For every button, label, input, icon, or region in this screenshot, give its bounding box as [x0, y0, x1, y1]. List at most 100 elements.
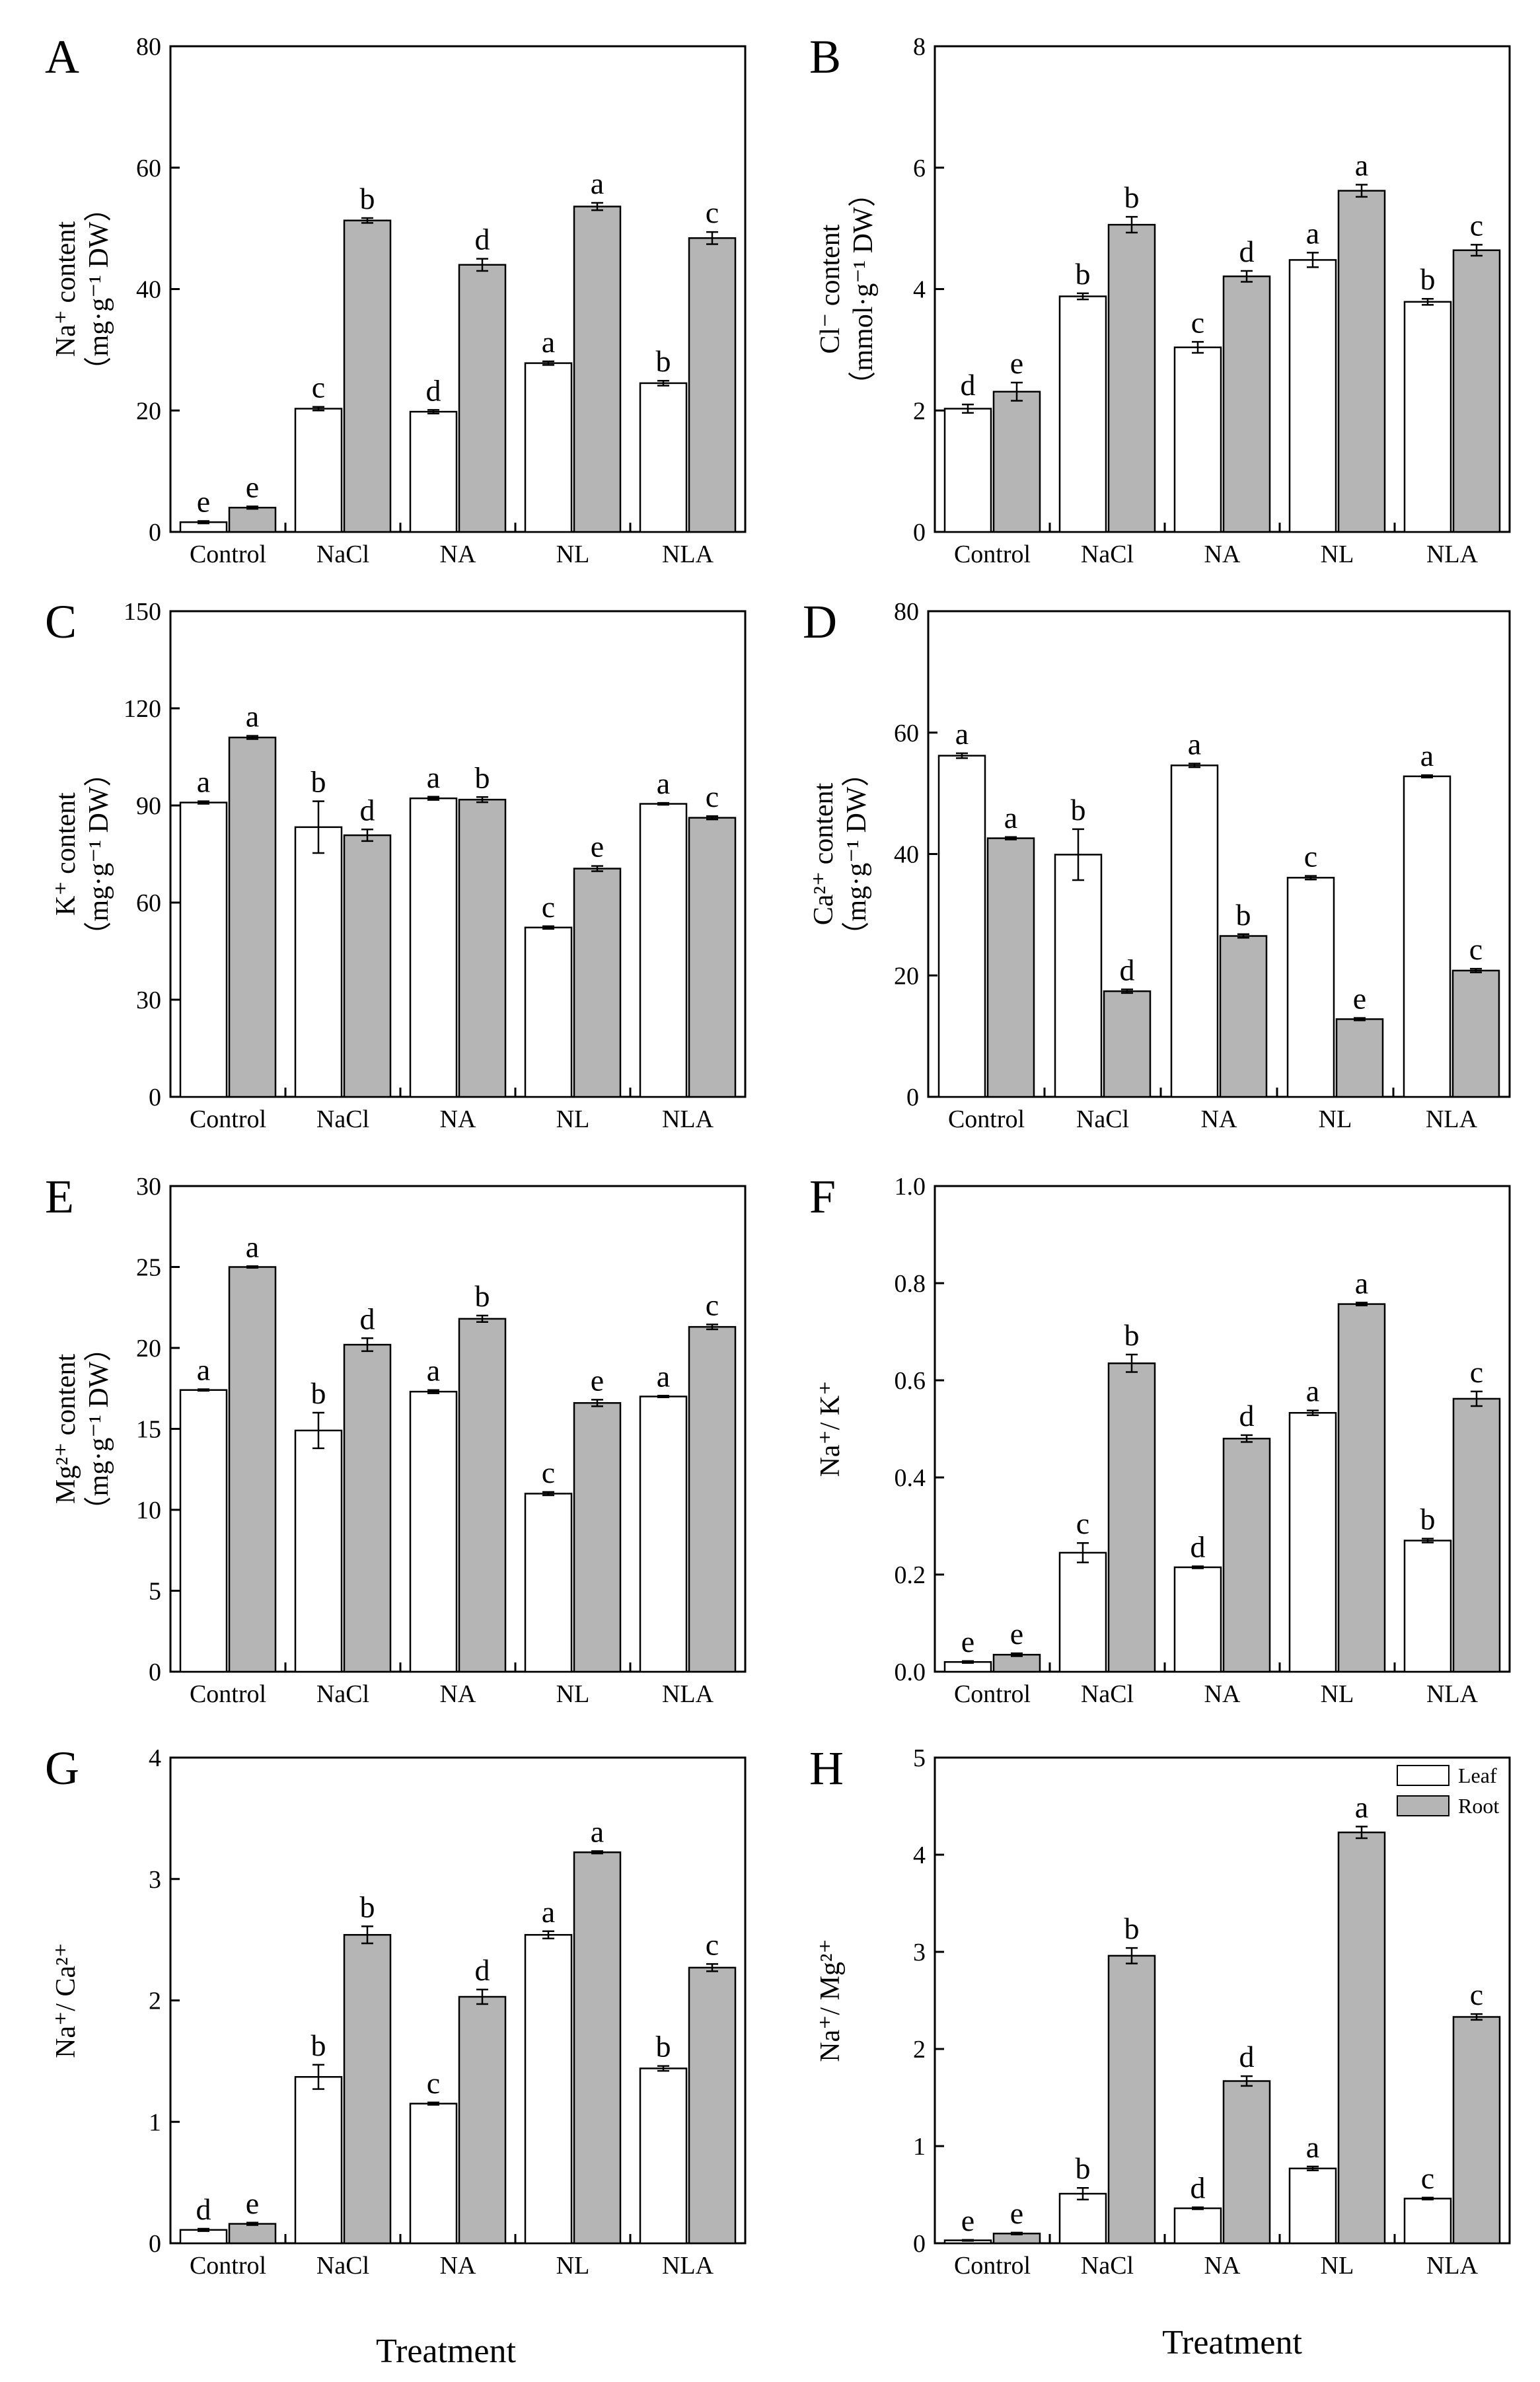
significance-letter: e [961, 2204, 974, 2237]
x-tick-label: NLA [1426, 1680, 1479, 1708]
significance-letter: a [1188, 727, 1201, 761]
y-tick-label: 0.8 [895, 1270, 926, 1298]
x-tick-label: NLA [662, 2252, 714, 2280]
x-tick-label: NL [1321, 2252, 1354, 2280]
significance-letter: a [542, 325, 555, 359]
leaf-bar [639, 803, 688, 1098]
leaf-bar [409, 1390, 458, 1673]
y-tick-label: 4 [913, 1842, 926, 1869]
y-tick-label: 60 [136, 155, 161, 182]
x-tick-label: NA [440, 1680, 476, 1708]
y-axis-label: Na⁺ content [51, 221, 81, 357]
leaf-bar [639, 1396, 688, 1673]
x-tick-label: NA [1204, 2252, 1241, 2280]
root-bar [228, 2223, 277, 2245]
leaf-bar [524, 926, 573, 1098]
panel-label: A [45, 30, 79, 83]
x-tick-label: NaCl [316, 1680, 369, 1708]
y-tick-label: 20 [136, 397, 161, 425]
significance-letter: a [427, 761, 440, 794]
x-tick-label: Control [190, 1680, 266, 1708]
significance-letter: b [1420, 1503, 1436, 1536]
significance-letter: d [1239, 1399, 1255, 1433]
significance-letter: c [312, 371, 325, 404]
y-axis-label: Mg²⁺ content [51, 1354, 81, 1505]
y-tick-label: 6 [913, 155, 926, 182]
y-tick-label: 60 [894, 720, 919, 747]
significance-letter: c [706, 196, 719, 229]
y-tick-label: 40 [894, 841, 919, 869]
root-bar [1452, 2016, 1501, 2245]
significance-letter: b [1071, 793, 1086, 827]
significance-letter: e [197, 484, 210, 518]
x-tick-label: NLA [1426, 540, 1479, 568]
leaf-bar [294, 826, 343, 1098]
y-tick-label: 80 [136, 33, 161, 61]
root-bar [228, 736, 277, 1098]
root-bar [1107, 1954, 1156, 2245]
chart-e: 0 5 10 15 20 25 30 Control a a NaCl b d NA a b NL c e NLA a c… [45, 1170, 747, 1708]
root-bar [1103, 990, 1152, 1098]
y-tick-label: 25 [136, 1254, 161, 1282]
significance-letter: d [1120, 953, 1135, 986]
root-bar [1107, 223, 1156, 533]
y-axis-label: K⁺ content [51, 792, 81, 916]
root-bar [343, 219, 392, 533]
plot-frame [169, 610, 747, 1098]
y-tick-label: 1 [149, 2108, 161, 2136]
y-tick-label: 8 [913, 33, 926, 61]
root-bar [688, 1966, 737, 2245]
x-tick-label: NaCl [316, 2252, 369, 2280]
significance-letter: c [542, 890, 555, 924]
significance-letter: e [591, 830, 604, 864]
x-tick-label: NL [1321, 1680, 1354, 1708]
y-tick-label: 30 [136, 986, 161, 1014]
significance-letter: a [591, 167, 604, 200]
panel-label: D [803, 595, 837, 648]
x-tick-label: NaCl [1081, 540, 1134, 568]
x-tick-label: NA [1204, 1680, 1241, 1708]
leaf-bar [524, 1934, 573, 2245]
leaf-bar [1170, 764, 1219, 1098]
root-bar [688, 237, 737, 533]
y-tick-label: 0.2 [895, 1561, 926, 1589]
y-tick-label: 1 [913, 2133, 926, 2161]
root-bar [992, 391, 1041, 533]
root-bar [1452, 249, 1501, 533]
root-bar [573, 205, 622, 533]
root-bar [458, 264, 507, 533]
y-tick-label: 0.0 [895, 1658, 926, 1686]
root-bar [688, 1325, 737, 1673]
y-axis-label: Na⁺/ K⁺ [815, 1381, 846, 1477]
significance-letter: b [1076, 2151, 1091, 2185]
significance-letter: a [246, 700, 259, 733]
leaf-bar [179, 1389, 228, 1673]
significance-letter: c [1470, 208, 1483, 242]
chart-h: 0 1 2 3 4 5 Control e e NaCl b b NA d d NL a a NLA c c H Na⁺/ … [809, 1742, 1511, 2280]
significance-letter: e [591, 1363, 604, 1397]
root-bar [573, 1402, 622, 1673]
y-axis-label: Cl⁻ content [815, 224, 846, 354]
y-tick-label: 0 [913, 519, 926, 546]
y-tick-label: 0 [149, 519, 161, 546]
x-tick-label: NA [440, 540, 476, 568]
significance-letter: c [1469, 932, 1483, 966]
significance-letter: a [197, 765, 210, 799]
leaf-bar [409, 410, 458, 533]
significance-letter: c [706, 1927, 719, 1961]
leaf-bar [1058, 1551, 1107, 1673]
significance-letter: e [1010, 1617, 1023, 1651]
y-tick-label: 80 [894, 598, 919, 626]
panel-label: C [45, 595, 77, 648]
root-bar [228, 507, 277, 533]
significance-letter: d [1191, 2171, 1206, 2205]
significance-letter: d [360, 793, 375, 827]
y-axis-label: Na⁺/ Mg²⁺ [815, 1939, 846, 2062]
root-bar [1337, 190, 1386, 533]
significance-letter: b [360, 182, 375, 215]
y-tick-label: 2 [913, 397, 926, 425]
leaf-bar [1173, 346, 1222, 533]
root-bar [1107, 1362, 1156, 1673]
x-tick-label: NLA [662, 540, 714, 568]
